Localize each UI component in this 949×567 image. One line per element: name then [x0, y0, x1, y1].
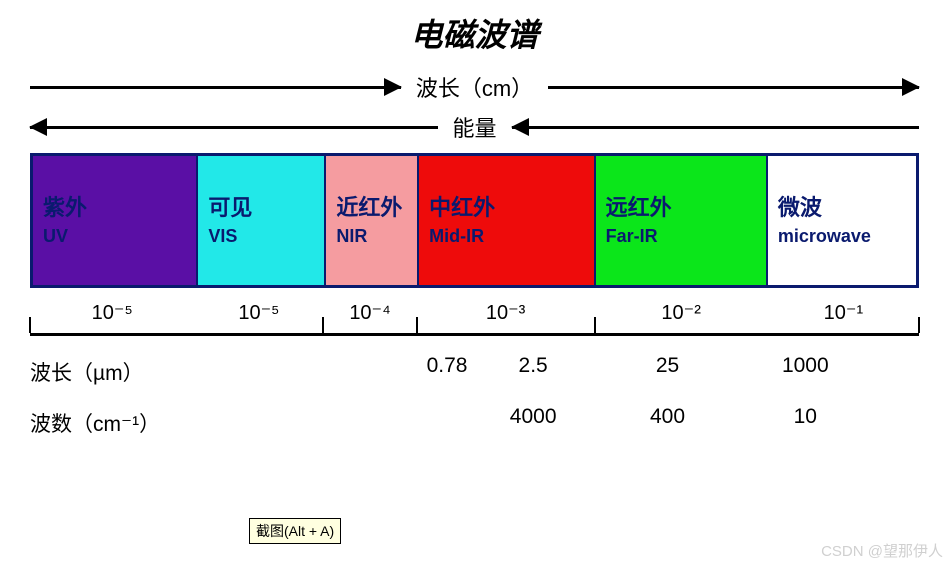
axis-tick [918, 317, 920, 333]
wavelength-um-label: 波长（µm） [30, 357, 230, 387]
spectrum-bar: 紫外UV可见VIS近红外NIR中红外Mid-IR远红外Far-IR微波micro… [30, 153, 919, 288]
cm-scale-row: 10⁻⁵10⁻⁵10⁻⁴10⁻³10⁻²10⁻¹ [30, 300, 919, 325]
spectrum-band: 中红外Mid-IR [417, 156, 594, 285]
band-label-cn: 远红外 [606, 193, 756, 223]
band-label-en: NIR [336, 224, 407, 248]
spectrum-band: 可见VIS [196, 156, 324, 285]
band-label-en: Mid-IR [429, 224, 584, 248]
axis-tick [594, 317, 596, 333]
value-cell: 2.5 [492, 354, 575, 378]
value-cell: 0.78 [402, 354, 492, 378]
band-label-cn: 中红外 [429, 193, 584, 223]
value-cell: 400 [616, 405, 719, 429]
axis-tick [416, 317, 418, 333]
axis-line [30, 333, 919, 336]
value-cell: 25 [616, 354, 719, 378]
spectrum-band: 近红外NIR [324, 156, 417, 285]
cm-scale-value: 10⁻² [594, 300, 767, 325]
energy-direction-row: 能量 [30, 111, 919, 143]
wavelength-direction-row: 波长（cm） [30, 71, 919, 103]
wavenumber-row: 波数（cm⁻¹） 4000 400 10 [30, 405, 919, 438]
spectrum-band: 紫外UV [33, 156, 196, 285]
band-label-cn: 近红外 [336, 193, 407, 223]
band-label-en: microwave [778, 224, 906, 248]
band-label-cn: 微波 [778, 193, 906, 223]
cm-scale-value: 10⁻¹ [768, 300, 919, 325]
axis-tick [322, 317, 324, 333]
wavelength-um-row: 波长（µm） 0.782.5 25 1000 [30, 354, 919, 387]
cm-scale-value: 10⁻⁴ [323, 300, 416, 325]
band-label-en: Far-IR [606, 224, 756, 248]
wavelength-um-values: 0.782.5 25 1000 [230, 354, 919, 380]
wavenumber-values: 4000 400 10 [230, 405, 919, 431]
value-cell: 10 [754, 405, 857, 429]
spectrum-band: 远红外Far-IR [594, 156, 766, 285]
band-label-cn: 可见 [208, 193, 314, 223]
wavenumber-label: 波数（cm⁻¹） [30, 408, 230, 438]
arrow-right-left [30, 86, 401, 89]
energy-axis-label: 能量 [453, 111, 497, 143]
arrow-right-right [548, 86, 919, 89]
band-label-cn: 紫外 [43, 193, 186, 223]
arrow-left-right [512, 126, 920, 129]
arrow-left-left [30, 126, 438, 129]
watermark: CSDN @望那伊人 [821, 540, 943, 561]
screenshot-tooltip: 截图(Alt + A) [249, 518, 341, 544]
cm-scale-value: 10⁻³ [417, 300, 595, 325]
band-label-en: VIS [208, 224, 314, 248]
axis-tick [29, 317, 31, 333]
cm-scale-value: 10⁻⁵ [30, 300, 194, 325]
cm-scale-value: 10⁻⁵ [194, 300, 323, 325]
spectrum-band: 微波microwave [766, 156, 916, 285]
chart-title: 电磁波谱 [30, 10, 919, 56]
value-cell: 4000 [492, 405, 575, 429]
band-label-en: UV [43, 224, 186, 248]
wavelength-axis-label: 波长（cm） [416, 71, 533, 103]
value-cell: 1000 [754, 354, 857, 378]
